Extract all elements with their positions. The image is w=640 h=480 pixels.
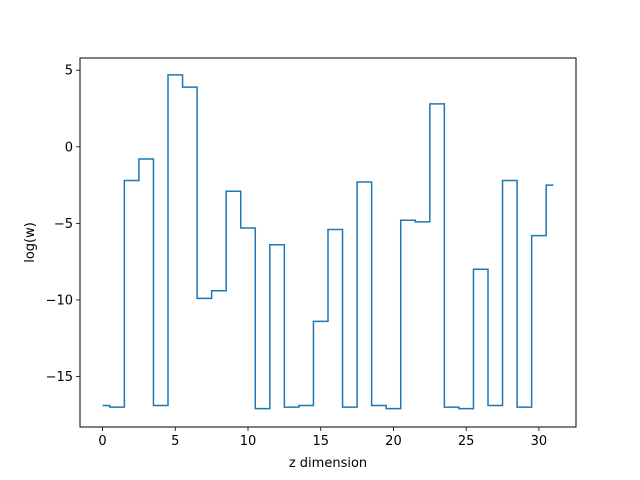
y-axis-ticks: 5 0 −5 −10 −15: [46, 64, 80, 385]
x-tick-label: 20: [385, 434, 402, 449]
x-tick-label: 10: [240, 434, 257, 449]
x-tick-label: 5: [171, 434, 179, 449]
x-axis-ticks: 0 5 10 15 20 25 30: [98, 427, 547, 449]
x-tick-label: 30: [531, 434, 548, 449]
plot-area: [102, 74, 554, 410]
y-tick-label: −15: [46, 370, 73, 385]
y-tick-label: −5: [54, 217, 73, 232]
x-tick-label: 0: [98, 434, 106, 449]
axes-frame: [79, 57, 577, 428]
y-tick-label: 5: [65, 64, 73, 79]
x-tick-label: 15: [312, 434, 329, 449]
y-tick-label: 0: [65, 140, 73, 155]
x-axis-label: z dimension: [289, 456, 367, 471]
y-tick-label: −10: [46, 293, 73, 308]
series-line-0: [102, 74, 554, 410]
x-tick-label: 25: [458, 434, 475, 449]
y-axis-label: log(w): [23, 222, 38, 263]
